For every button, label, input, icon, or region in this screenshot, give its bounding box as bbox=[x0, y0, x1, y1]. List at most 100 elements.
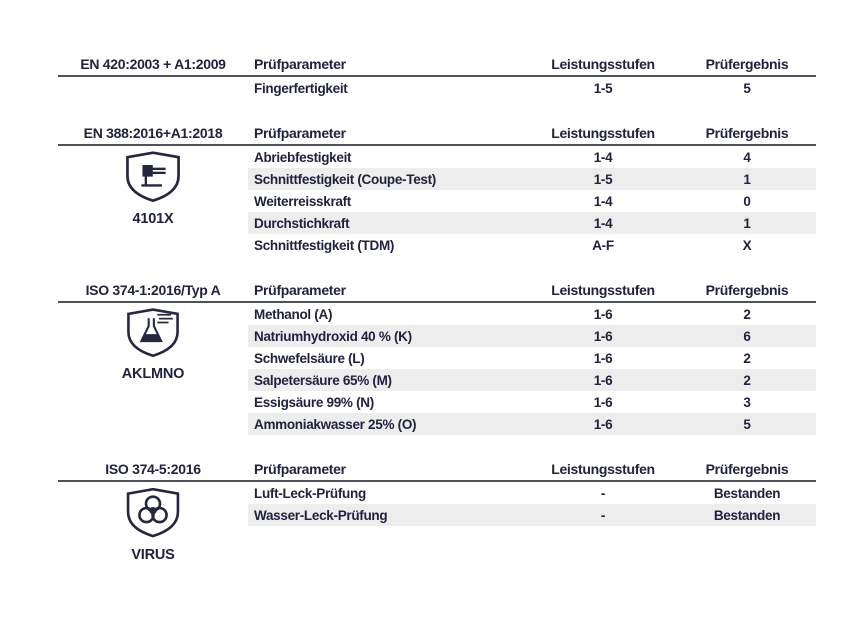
certification-section: EN 388:2016+A1:2018 Prüfparameter Leistu… bbox=[58, 125, 816, 256]
column-header-result: Prüfergebnis bbox=[705, 125, 789, 141]
param-cell: Fingerfertigkeit bbox=[254, 80, 348, 96]
pictogram-slot bbox=[124, 150, 182, 202]
biohazard-shield-icon bbox=[126, 487, 180, 538]
rows: Methanol (A) 1-6 2 Natriumhydroxid 40 % … bbox=[248, 303, 816, 435]
pictogram-slot bbox=[125, 307, 181, 357]
table-row: Ammoniakwasser 25% (O) 1-6 5 bbox=[248, 413, 816, 435]
levels-cell: 1-6 bbox=[593, 306, 613, 322]
icon-label: VIRUS bbox=[131, 547, 175, 563]
certification-section: EN 420:2003 + A1:2009 Prüfparameter Leis… bbox=[58, 56, 816, 99]
column-header-levels: Leistungsstufen bbox=[551, 282, 655, 298]
table-row: Abriebfestigkeit 1-4 4 bbox=[248, 146, 816, 168]
table-row: Fingerfertigkeit 1-5 5 bbox=[248, 77, 816, 99]
param-cell: Weiterreisskraft bbox=[254, 193, 352, 209]
levels-cell: 1-6 bbox=[593, 328, 613, 344]
column-header-param: Prüfparameter bbox=[254, 461, 346, 477]
levels-cell: 1-6 bbox=[593, 416, 613, 432]
section-body: 4101X Abriebfestigkeit 1-4 4 Schnittfest… bbox=[58, 146, 816, 256]
table-row: Durchstichkraft 1-4 1 bbox=[248, 212, 816, 234]
param-cell: Salpetersäure 65% (M) bbox=[254, 372, 392, 388]
standard-title: EN 388:2016+A1:2018 bbox=[83, 125, 223, 141]
param-cell: Luft-Leck-Prüfung bbox=[254, 485, 366, 501]
certification-section: ISO 374-5:2016 Prüfparameter Leistungsst… bbox=[58, 461, 816, 563]
table-row: Luft-Leck-Prüfung - Bestanden bbox=[248, 482, 816, 504]
param-cell: Essigsäure 99% (N) bbox=[254, 394, 374, 410]
table-row: Schwefelsäure (L) 1-6 2 bbox=[248, 347, 816, 369]
param-cell: Durchstichkraft bbox=[254, 215, 350, 231]
result-cell: 1 bbox=[743, 171, 751, 187]
levels-cell: 1-4 bbox=[593, 193, 613, 209]
levels-cell: 1-6 bbox=[593, 372, 613, 388]
result-cell: Bestanden bbox=[713, 485, 781, 501]
result-cell: X bbox=[742, 237, 752, 253]
table-row: Schnittfestigkeit (TDM) A-F X bbox=[248, 234, 816, 256]
rows: Luft-Leck-Prüfung - Bestanden Wasser-Lec… bbox=[248, 482, 816, 526]
result-cell: 6 bbox=[743, 328, 751, 344]
table-row: Methanol (A) 1-6 2 bbox=[248, 303, 816, 325]
section-header-row: EN 388:2016+A1:2018 Prüfparameter Leistu… bbox=[58, 125, 816, 146]
result-cell: 1 bbox=[743, 215, 751, 231]
section-header-row: EN 420:2003 + A1:2009 Prüfparameter Leis… bbox=[58, 56, 816, 77]
param-cell: Wasser-Leck-Prüfung bbox=[254, 507, 388, 523]
table-row: Salpetersäure 65% (M) 1-6 2 bbox=[248, 369, 816, 391]
param-cell: Methanol (A) bbox=[254, 306, 333, 322]
rows: Fingerfertigkeit 1-5 5 bbox=[248, 77, 816, 99]
icon-label: 4101X bbox=[132, 211, 174, 227]
column-header-result: Prüfergebnis bbox=[705, 461, 789, 477]
column-header-param: Prüfparameter bbox=[254, 282, 346, 298]
icon-area: VIRUS bbox=[58, 482, 248, 563]
result-cell: 5 bbox=[743, 416, 751, 432]
rows: Abriebfestigkeit 1-4 4 Schnittfestigkeit… bbox=[248, 146, 816, 256]
column-header-param: Prüfparameter bbox=[254, 56, 346, 72]
levels-cell: 1-6 bbox=[593, 394, 613, 410]
section-header-row: ISO 374-5:2016 Prüfparameter Leistungsst… bbox=[58, 461, 816, 482]
levels-cell: - bbox=[600, 485, 606, 501]
standard-title: EN 420:2003 + A1:2009 bbox=[80, 56, 226, 72]
param-cell: Schnittfestigkeit (Coupe-Test) bbox=[254, 171, 437, 187]
table-row: Wasser-Leck-Prüfung - Bestanden bbox=[248, 504, 816, 526]
levels-cell: 1-5 bbox=[593, 80, 613, 96]
levels-cell: 1-5 bbox=[593, 171, 613, 187]
levels-cell: 1-4 bbox=[593, 215, 613, 231]
mechanical-hazard-shield-icon bbox=[126, 151, 180, 202]
column-header-levels: Leistungsstufen bbox=[551, 56, 655, 72]
result-cell: 0 bbox=[743, 193, 751, 209]
result-cell: 2 bbox=[743, 372, 751, 388]
param-cell: Schnittfestigkeit (TDM) bbox=[254, 237, 395, 253]
icon-area: AKLMNO bbox=[58, 303, 248, 382]
column-header-param: Prüfparameter bbox=[254, 125, 346, 141]
certification-tables: EN 420:2003 + A1:2009 Prüfparameter Leis… bbox=[58, 56, 816, 589]
column-header-levels: Leistungsstufen bbox=[551, 461, 655, 477]
section-header-row: ISO 374-1:2016/Typ A Prüfparameter Leist… bbox=[58, 282, 816, 303]
section-body: Fingerfertigkeit 1-5 5 bbox=[58, 77, 816, 99]
icon-area: 4101X bbox=[58, 146, 248, 227]
pictogram-slot bbox=[125, 486, 181, 538]
result-cell: 4 bbox=[743, 149, 751, 165]
column-header-result: Prüfergebnis bbox=[705, 56, 789, 72]
levels-cell: A-F bbox=[592, 237, 614, 253]
certification-section: ISO 374-1:2016/Typ A Prüfparameter Leist… bbox=[58, 282, 816, 435]
levels-cell: - bbox=[600, 507, 606, 523]
result-cell: 3 bbox=[743, 394, 751, 410]
levels-cell: 1-4 bbox=[593, 149, 613, 165]
param-cell: Natriumhydroxid 40 % (K) bbox=[254, 328, 412, 344]
result-cell: 5 bbox=[743, 80, 751, 96]
levels-cell: 1-6 bbox=[593, 350, 613, 366]
section-body: AKLMNO Methanol (A) 1-6 2 Natriumhydroxi… bbox=[58, 303, 816, 435]
column-header-result: Prüfergebnis bbox=[705, 282, 789, 298]
table-row: Schnittfestigkeit (Coupe-Test) 1-5 1 bbox=[248, 168, 816, 190]
section-body: VIRUS Luft-Leck-Prüfung - Bestanden Wass… bbox=[58, 482, 816, 563]
result-cell: 2 bbox=[743, 350, 751, 366]
icon-label: AKLMNO bbox=[121, 366, 185, 382]
standard-title: ISO 374-1:2016/Typ A bbox=[85, 282, 221, 298]
table-row: Weiterreisskraft 1-4 0 bbox=[248, 190, 816, 212]
chemical-hazard-shield-icon bbox=[127, 308, 179, 357]
column-header-levels: Leistungsstufen bbox=[551, 125, 655, 141]
param-cell: Abriebfestigkeit bbox=[254, 149, 352, 165]
result-cell: 2 bbox=[743, 306, 751, 322]
param-cell: Ammoniakwasser 25% (O) bbox=[254, 416, 417, 432]
result-cell: Bestanden bbox=[713, 507, 781, 523]
standard-title: ISO 374-5:2016 bbox=[105, 461, 201, 477]
table-row: Natriumhydroxid 40 % (K) 1-6 6 bbox=[248, 325, 816, 347]
